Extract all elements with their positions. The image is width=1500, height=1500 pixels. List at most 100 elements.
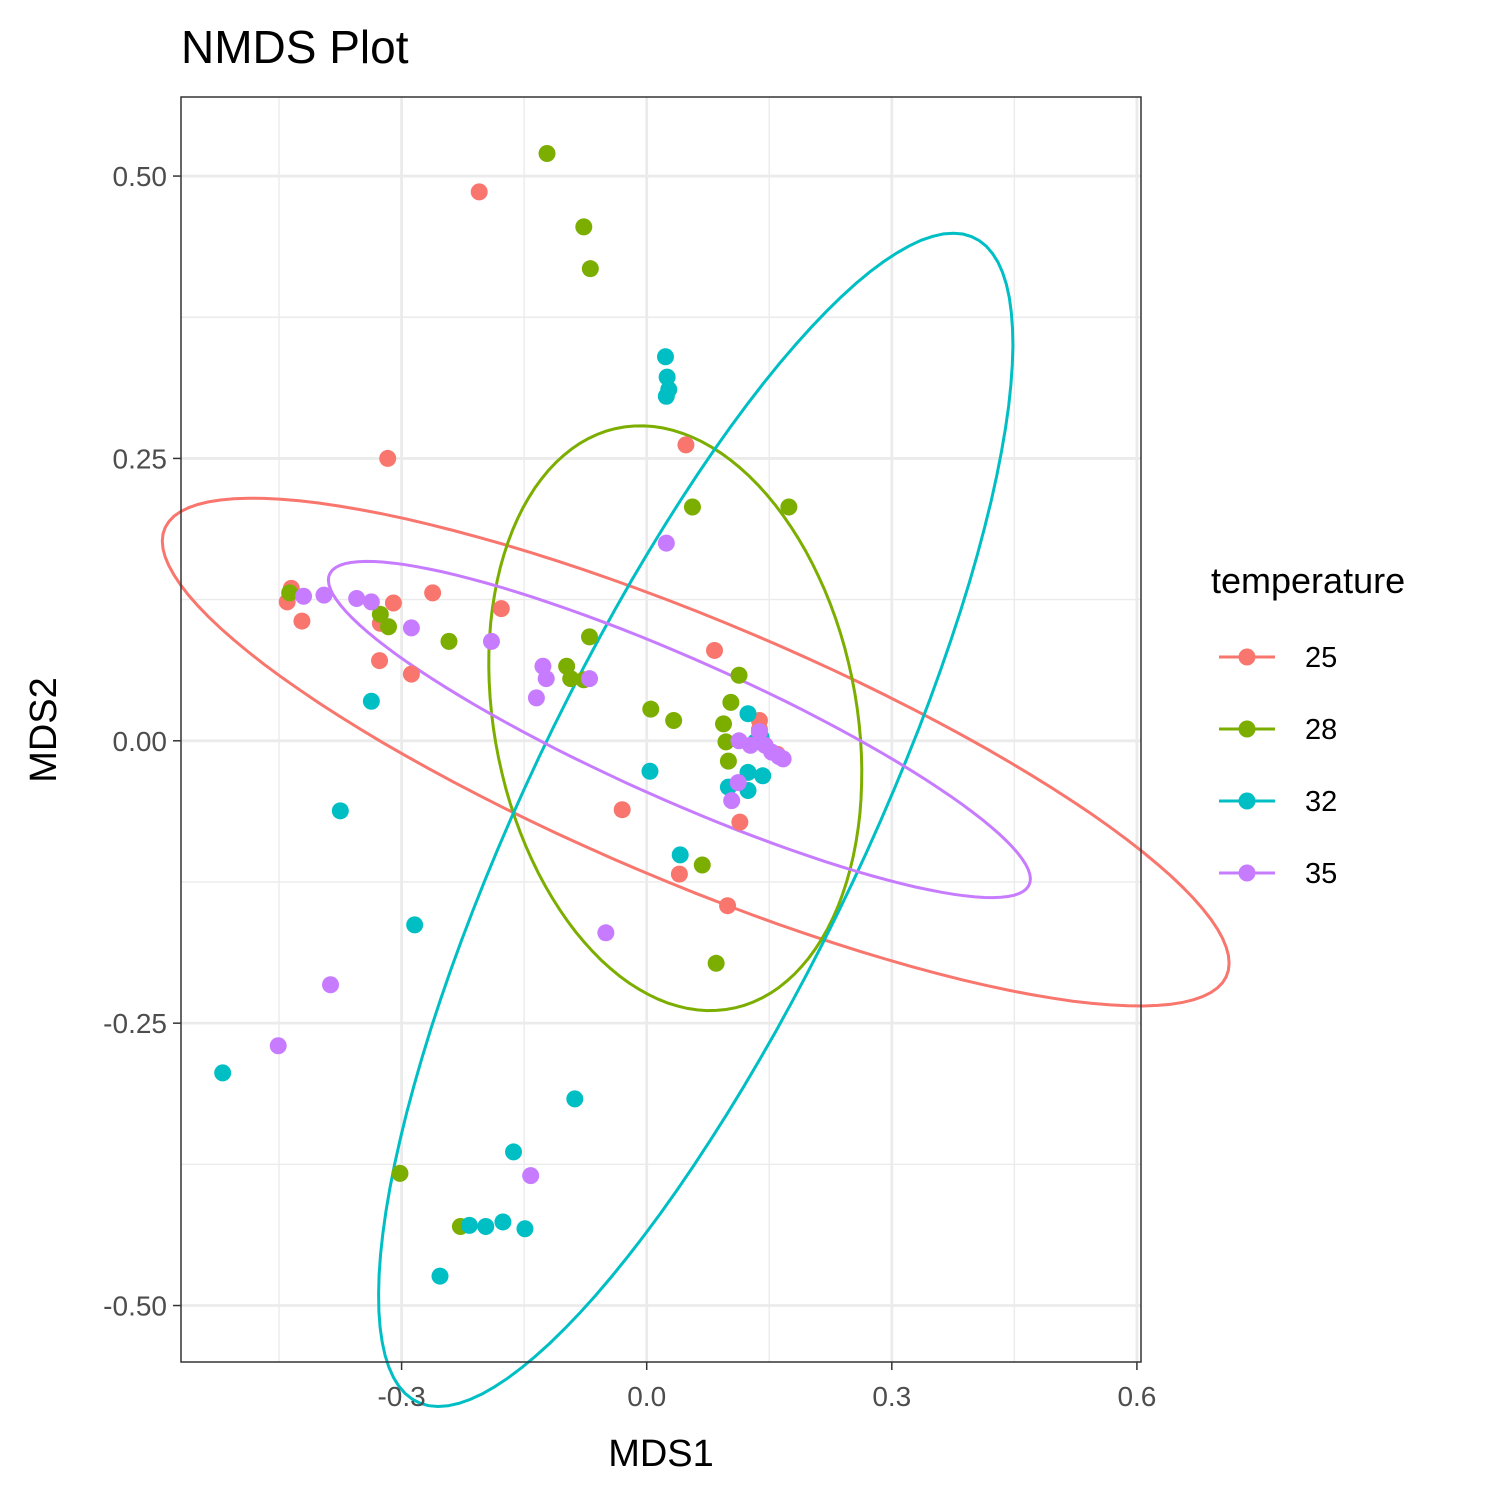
plot-border [180, 96, 1142, 1363]
point-25 [677, 436, 695, 454]
x-tick-label: -0.3 [377, 1381, 425, 1412]
point-35 [581, 670, 599, 688]
point-25 [384, 594, 402, 612]
point-25 [379, 449, 397, 467]
point-28 [717, 733, 735, 751]
point-28 [281, 584, 299, 602]
point-25 [613, 801, 631, 819]
point-32 [362, 692, 380, 710]
x-tick-label: 0.3 [872, 1381, 911, 1412]
point-32 [671, 846, 689, 864]
x-tick-label: 0.0 [627, 1381, 666, 1412]
point-35 [269, 1037, 287, 1055]
point-28 [538, 144, 556, 162]
point-32 [460, 1216, 478, 1234]
point-35 [482, 632, 500, 650]
point-35 [774, 750, 792, 768]
point-28 [730, 666, 748, 684]
point-32 [641, 762, 659, 780]
point-35 [729, 774, 747, 792]
y-tick-label: -0.25 [103, 1008, 167, 1039]
point-25 [719, 897, 737, 915]
ellipse-28 [487, 424, 864, 1013]
y-axis-title: MDS2 [23, 677, 65, 783]
point-35 [522, 1167, 540, 1185]
point-35 [315, 586, 333, 604]
point-25 [706, 641, 724, 659]
legend-label-28: 28 [1305, 714, 1337, 746]
point-32 [657, 387, 675, 405]
point-35 [723, 792, 741, 810]
point-25 [731, 813, 749, 831]
point-32 [754, 767, 772, 785]
point-28 [693, 856, 711, 874]
legend-label-25: 25 [1305, 642, 1337, 674]
data-points [214, 144, 798, 1285]
point-25 [492, 600, 510, 618]
point-28 [722, 693, 740, 711]
point-35 [750, 723, 768, 741]
point-35 [362, 593, 380, 611]
point-25 [402, 665, 420, 683]
point-28 [562, 670, 580, 688]
point-32 [658, 368, 676, 386]
legend-key-35 [1238, 864, 1256, 882]
legend-label-32: 32 [1305, 786, 1337, 818]
point-35 [402, 619, 420, 637]
x-axis-title: MDS1 [608, 1433, 714, 1475]
point-28 [380, 618, 398, 636]
grid-lines [181, 97, 1141, 1362]
point-35 [348, 589, 366, 607]
point-35 [295, 587, 313, 605]
chart-title: NMDS Plot [181, 21, 409, 73]
point-32 [656, 348, 674, 366]
point-28 [440, 632, 458, 650]
point-32 [739, 705, 757, 723]
legend-key-25 [1238, 648, 1256, 666]
point-28 [683, 498, 701, 516]
legend-key-28 [1238, 720, 1256, 738]
point-32 [331, 802, 349, 820]
point-28 [581, 628, 599, 646]
legend-label-35: 35 [1305, 858, 1337, 890]
point-28 [642, 700, 660, 718]
y-tick-label: 0.25 [113, 443, 168, 474]
point-25 [424, 584, 442, 602]
ellipse-25 [160, 496, 1231, 1008]
x-tick-label: 0.6 [1117, 1381, 1156, 1412]
point-28 [391, 1164, 409, 1182]
legend-key-32 [1238, 792, 1256, 810]
axes: -0.3 0.0 0.3 0.6 -0.50 -0.25 0.00 0.25 0.50 [103, 161, 1156, 1412]
point-28 [575, 218, 593, 236]
point-32 [566, 1090, 584, 1108]
legend: temperature 25 28 32 35 [1211, 560, 1405, 890]
point-35 [741, 736, 759, 754]
ellipse-35 [326, 559, 1032, 900]
plot-panel [181, 97, 1141, 1362]
point-35 [527, 689, 545, 707]
point-35 [597, 924, 615, 942]
point-32 [214, 1064, 232, 1082]
point-25 [293, 612, 311, 630]
point-35 [322, 976, 340, 994]
point-28 [371, 605, 389, 623]
y-tick-label: -0.50 [103, 1291, 167, 1322]
point-28 [780, 498, 798, 516]
point-32 [494, 1213, 512, 1231]
point-32 [431, 1267, 449, 1285]
point-35 [657, 534, 675, 552]
point-32 [477, 1217, 495, 1235]
y-tick-label: 0.00 [113, 726, 168, 757]
point-28 [715, 715, 733, 733]
ellipse-32 [377, 231, 1015, 1409]
point-28 [719, 752, 737, 770]
point-28 [665, 711, 683, 729]
point-25 [371, 652, 389, 670]
point-35 [537, 670, 555, 688]
ellipses [160, 231, 1231, 1409]
point-28 [707, 954, 725, 972]
legend-title: temperature [1211, 560, 1405, 601]
y-tick-label: 0.50 [113, 161, 168, 192]
point-28 [581, 260, 599, 278]
